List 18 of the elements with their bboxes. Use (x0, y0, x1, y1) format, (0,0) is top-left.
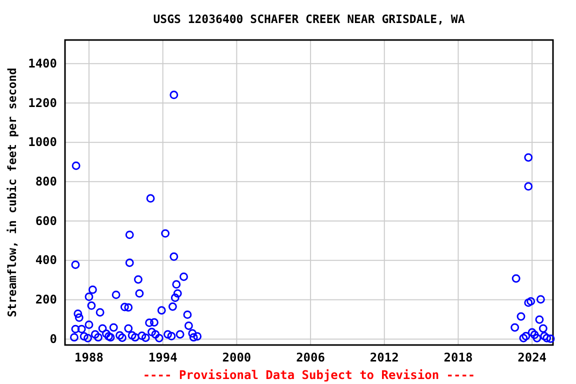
y-tick-label: 1200 (28, 96, 57, 110)
x-tick-label: 1988 (74, 350, 104, 365)
x-tick-label: 1994 (148, 350, 178, 365)
x-tick-label: 2024 (518, 350, 547, 365)
y-tick-label: 400 (35, 253, 57, 268)
chart-title: USGS 12036400 SCHAFER CREEK NEAR GRISDALE, WA (153, 12, 465, 26)
y-tick-label: 0 (50, 332, 57, 346)
y-axis-title: Streamflow, in cubic feet per second (5, 68, 19, 318)
x-tick-label: 2006 (296, 350, 325, 365)
y-tick-label: 1000 (28, 135, 57, 150)
y-tick-label: 1400 (28, 56, 57, 70)
x-tick-label: 2000 (222, 350, 252, 365)
x-tick-label: 2018 (444, 350, 473, 365)
text: ---- Provisional Data Subject to Revision ---- (142, 368, 476, 382)
y-tick-label: 600 (35, 214, 57, 228)
x-tick-label: 2012 (370, 350, 399, 365)
y-tick-label: 800 (35, 174, 57, 189)
y-tick-label: 200 (35, 292, 57, 307)
